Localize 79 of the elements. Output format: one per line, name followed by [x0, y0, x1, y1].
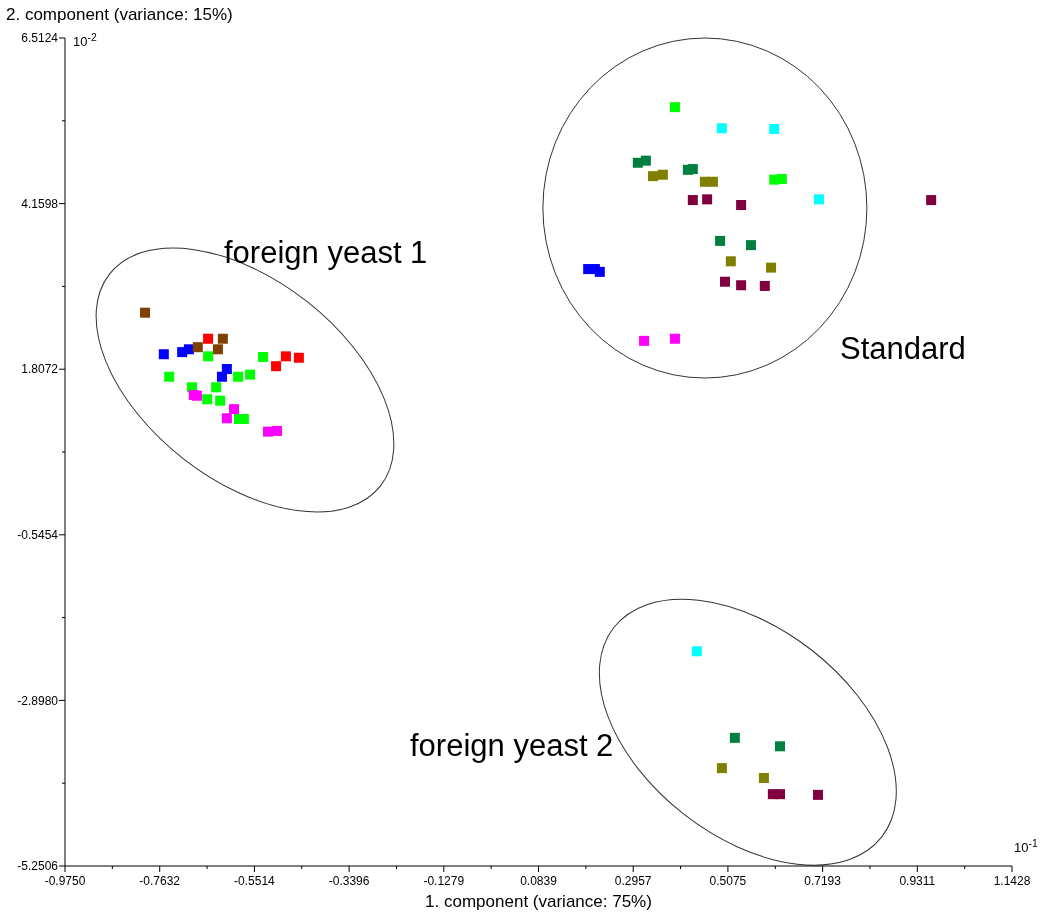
point [729, 732, 740, 743]
point [183, 344, 194, 355]
text: 10$^{-1}$ [1014, 837, 1038, 855]
point [716, 123, 727, 134]
y-tick-label: -5.2506 [17, 859, 59, 874]
point [716, 763, 727, 774]
x-tick-label: -0.1279 [423, 874, 465, 888]
point [687, 195, 698, 206]
point [669, 333, 680, 344]
point [192, 342, 203, 353]
point [736, 199, 747, 210]
point [766, 262, 777, 273]
point [215, 395, 226, 406]
x-tick-label: 0.5075 [709, 874, 747, 888]
point [158, 349, 169, 360]
point [293, 352, 304, 363]
point [211, 382, 222, 393]
point [926, 195, 937, 206]
point [640, 155, 651, 166]
point [720, 276, 731, 287]
point [164, 371, 175, 382]
x-tick-label: -0.7632 [139, 874, 181, 888]
point [648, 171, 659, 182]
point [263, 426, 274, 437]
x-tick-label: 1.1428 [993, 874, 1031, 888]
point [745, 240, 756, 251]
point [736, 280, 747, 291]
point [715, 235, 726, 246]
y-tick-label: -0.5454 [17, 528, 59, 542]
annotation: foreign yeast 1 [224, 235, 428, 270]
point [271, 361, 282, 372]
y-tick-label: -2.8980 [17, 693, 59, 708]
x-tick-label: -0.3396 [328, 874, 370, 888]
point [758, 772, 769, 783]
point [140, 307, 151, 318]
annotation: 10$^{-2}$ [73, 31, 97, 49]
point [775, 789, 786, 800]
x-tick-label: -0.5514 [234, 874, 276, 888]
point [769, 123, 780, 134]
point [669, 102, 680, 113]
x-tick-label: 0.9311 [899, 874, 936, 888]
point [271, 425, 282, 436]
point [775, 741, 786, 752]
point [258, 352, 269, 363]
point [221, 413, 232, 424]
point [217, 333, 228, 344]
x-axis-title: 1. component (variance: 75%) [425, 892, 652, 911]
point [221, 364, 232, 374]
y-tick-label: 1.8072 [21, 362, 59, 377]
annotation: Standard [840, 331, 966, 366]
y-tick-label: 6.5124 [21, 31, 59, 46]
point [691, 646, 702, 657]
point [702, 194, 713, 205]
point [813, 194, 824, 205]
x-tick-label: 0.2957 [614, 874, 652, 888]
point [233, 371, 244, 382]
x-tick-label: 0.7193 [804, 874, 842, 888]
point [759, 280, 770, 291]
point [707, 176, 718, 187]
x-tick-label: 0.0839 [520, 874, 558, 888]
point [216, 371, 227, 382]
point [813, 789, 824, 800]
x-tick-label: -0.9750 [44, 874, 86, 888]
point [229, 404, 240, 415]
point [203, 351, 214, 362]
point [203, 333, 214, 344]
point [657, 169, 668, 180]
point [687, 164, 698, 175]
point [639, 335, 650, 346]
point [280, 351, 291, 362]
annotation: foreign yeast 2 [410, 728, 614, 763]
point [202, 394, 213, 405]
y-axis-title: 2. component (variance: 15%) [6, 5, 233, 24]
point [594, 266, 605, 277]
y-tick-label: 4.1598 [21, 196, 59, 211]
point [725, 256, 736, 267]
point [776, 173, 787, 184]
point [245, 369, 256, 380]
point [212, 344, 223, 355]
